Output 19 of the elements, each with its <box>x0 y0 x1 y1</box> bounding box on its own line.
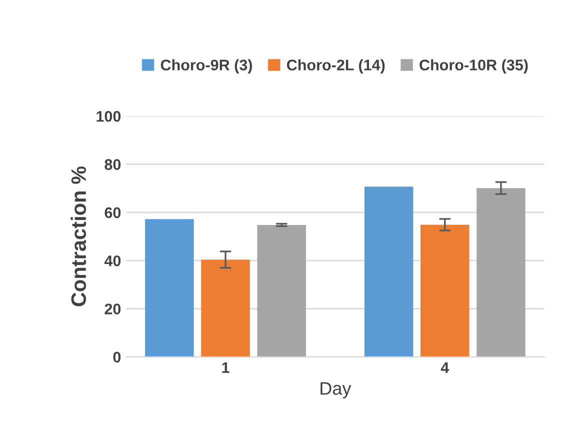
x-tick-label: 1 <box>222 362 230 373</box>
bar <box>201 260 250 357</box>
bar <box>145 219 194 357</box>
x-axis-title: Day <box>320 382 352 398</box>
bar <box>476 188 526 357</box>
y-axis-title: Contraction % <box>70 166 86 306</box>
legend-label: Choro-9R (3) <box>160 59 252 74</box>
y-tick-label: 0 <box>113 352 121 363</box>
bar <box>420 224 470 357</box>
y-tick-label: 20 <box>104 304 121 314</box>
y-tick-label: 40 <box>104 255 121 266</box>
legend-label: Choro-10R (35) <box>420 59 528 74</box>
y-tick-label: 60 <box>104 207 121 218</box>
y-tick-label: 80 <box>104 159 121 170</box>
x-tick-label: 4 <box>440 362 450 373</box>
bar <box>257 224 306 357</box>
legend-label: Choro-2L (14) <box>286 59 385 74</box>
y-tick-label: 100 <box>96 110 121 122</box>
bar <box>364 186 414 357</box>
